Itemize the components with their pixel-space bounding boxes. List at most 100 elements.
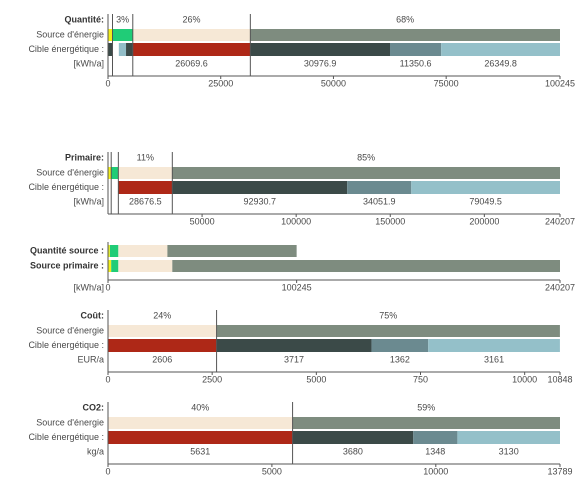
segment-label: 3680 [343,446,363,456]
row-label: Cible énergétique : [28,182,104,192]
segment-label: 68% [396,14,414,24]
bar-segment [172,260,560,272]
segment-label: 11350.6 [400,58,432,68]
bar-segment [108,181,119,194]
segment-label: 3% [116,14,129,24]
bar-segment [118,245,168,257]
row-label: Source d'énergie [36,417,104,427]
x-tick-label: 0 [105,78,110,88]
segment-label: 3130 [499,446,519,456]
x-tick-label: 0 [105,282,110,292]
row-label: Cible énergétique : [28,44,104,54]
bar-segment [108,260,112,272]
segment-label: 3717 [284,354,304,364]
bar-segment [172,167,560,179]
x-tick-label: 10000 [423,466,448,476]
bar-segment [111,260,119,272]
panel-title: Primaire: [65,152,104,162]
bar-segment [118,167,173,179]
x-tick-label: 10000 [512,374,537,384]
segment-label: 30976.9 [304,58,337,68]
x-tick-label: 240207 [545,282,575,292]
bar-segment [250,43,391,56]
bar-segment [413,431,458,444]
segment-label: 1348 [425,446,445,456]
segment-label: 75% [379,310,397,320]
bar-segment [108,431,293,444]
segment-label: 5631 [190,446,210,456]
panel-title: CO2: [82,402,104,412]
bar-segment [390,43,442,56]
segment-label: 26069.6 [175,58,208,68]
x-tick-label: 50000 [321,78,346,88]
x-tick-label: 13789 [547,466,572,476]
bar-segment [118,260,173,272]
x-tick-label: 75000 [434,78,459,88]
row-label: Source d'énergie [36,325,104,335]
bar-segment [108,245,110,257]
segment-label: 26349.8 [484,58,517,68]
bar-segment [108,339,217,352]
segment-label: 3161 [484,354,504,364]
x-tick-label: 150000 [375,216,405,226]
x-tick-label: 200000 [469,216,499,226]
unit-label: [kWh/a] [73,58,104,68]
bar-segment [111,167,119,179]
x-tick-label: 0 [105,466,110,476]
bar-segment [347,181,412,194]
bar-segment [441,43,560,56]
segment-label: 34051.9 [363,196,396,206]
bar-segment [118,181,173,194]
unit-label: [kWh/a] [73,196,104,206]
x-tick-label: 100000 [281,216,311,226]
segment-label: 59% [417,402,435,412]
x-tick-label: 100245 [282,282,312,292]
row-label: Source d'énergie [36,167,104,177]
x-tick-label: 5000 [306,374,326,384]
segment-label: 26% [183,14,201,24]
bar-segment [108,29,113,41]
x-tick-label: 2500 [202,374,222,384]
segment-label: 28676.5 [129,196,162,206]
x-tick-label: 25000 [208,78,233,88]
x-tick-label: 10848 [547,374,572,384]
segment-label: 79049.5 [469,196,502,206]
bar-segment [250,29,560,41]
segment-label: 1362 [390,354,410,364]
bar-segment [112,29,133,41]
bar-segment [132,43,251,56]
bar-segment [292,431,414,444]
bar-segment [109,245,119,257]
bar-segment [371,339,429,352]
row-label: Cible énergétique : [28,432,104,442]
x-tick-label: 50000 [190,216,215,226]
bar-segment [292,417,560,429]
unit-label: kg/a [87,446,104,456]
panel-title: Quantité: [65,14,105,24]
bar-segment [428,339,560,352]
bar-segment [108,43,113,56]
bar-segment [126,43,133,56]
bar-segment [216,339,372,352]
unit-label: [kWh/a] [73,282,104,292]
segment-label: 11% [137,152,154,162]
bar-segment [108,417,293,429]
bar-segment [167,245,297,257]
x-tick-label: 750 [413,374,428,384]
row-label: Source d'énergie [36,29,104,39]
x-tick-label: 0 [105,374,110,384]
bar-segment [411,181,560,194]
bar-segment [112,43,119,56]
bar-segment [132,29,251,41]
x-tick-label: 100245 [545,78,575,88]
row-label: Quantité source : [30,245,104,255]
row-label: Source primaire : [30,260,104,270]
panel-title: Coût: [81,310,105,320]
bar-segment [457,431,560,444]
segment-label: 85% [357,152,375,162]
x-tick-label: 240207 [545,216,575,226]
segment-label: 40% [191,402,209,412]
bar-segment [108,325,217,337]
